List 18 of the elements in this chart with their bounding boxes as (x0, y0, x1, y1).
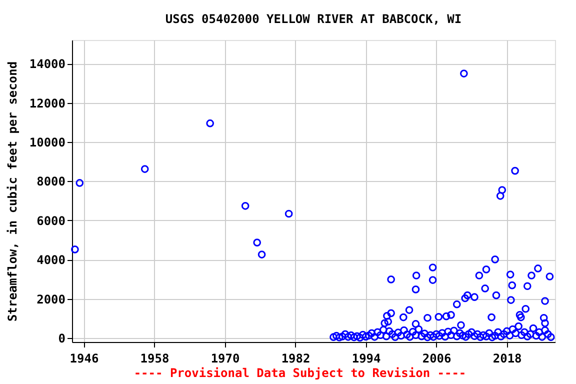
x-tick-label: 2006 (422, 352, 452, 366)
y-axis-title: Streamflow, in cubic feet per second (5, 61, 20, 322)
y-tick-label: 6000 (36, 214, 66, 228)
y-tick-label: 2000 (36, 292, 66, 306)
x-tick-label: 1982 (281, 352, 310, 366)
x-tick-label: 1970 (210, 352, 240, 366)
y-tick-label: 4000 (36, 253, 66, 268)
text: ---- Provisional Data Subject to Revision ---- (134, 366, 466, 380)
y-tick-label: 0 (58, 332, 66, 346)
x-tick-label: 1958 (140, 352, 170, 366)
x-tick-label: 1946 (70, 352, 99, 366)
y-tick-label: 14000 (29, 57, 66, 72)
y-tick-label: 12000 (29, 96, 66, 110)
x-tick-label: 1994 (352, 352, 381, 366)
y-tick-label: 8000 (36, 174, 66, 189)
y-tick-label: 10000 (29, 135, 66, 150)
chart-title: USGS 05402000 YELLOW RIVER AT BABCOCK, WI (165, 12, 462, 26)
x-tick-label: 2018 (492, 352, 522, 366)
